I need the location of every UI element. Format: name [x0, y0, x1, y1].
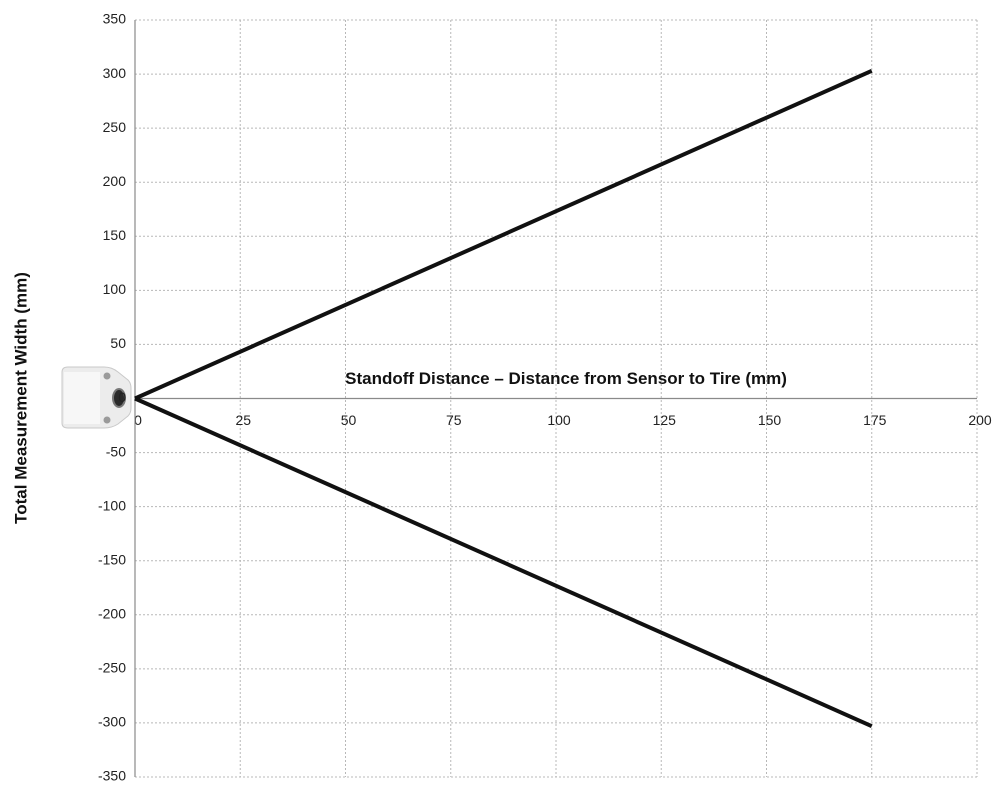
y-tick-label: 150 [103, 227, 127, 243]
x-tick-label: 125 [653, 412, 677, 428]
x-tick-label: 75 [446, 412, 462, 428]
y-tick-label: -250 [98, 660, 126, 676]
series-line [135, 399, 872, 727]
y-tick-label: -350 [98, 768, 126, 784]
chart: Total Measurement Width (mm) -350 -300 -25… [0, 0, 995, 789]
y-tick-label: 0 [118, 389, 126, 405]
series-line [135, 71, 872, 399]
x-tick-label: 100 [547, 412, 571, 428]
x-tick-label: 175 [863, 412, 887, 428]
x-tick-label: 200 [968, 412, 992, 428]
y-axis-title: Total Measurement Width (mm) [11, 272, 30, 524]
y-tick-label: 200 [103, 173, 127, 189]
y-tick-label: 50 [110, 335, 126, 351]
x-axis-title: Standoff Distance – Distance from Sensor… [345, 369, 787, 388]
y-tick-label: -300 [98, 714, 126, 730]
y-tick-label: -150 [98, 551, 126, 567]
y-tick-label: -50 [106, 443, 126, 459]
y-tick-label: 350 [103, 11, 127, 27]
x-tick-label: 50 [341, 412, 357, 428]
y-tick-label: -200 [98, 605, 126, 621]
sensor-hole [104, 373, 111, 380]
x-tick-label: 150 [758, 412, 782, 428]
y-tick-label: 300 [103, 65, 127, 81]
y-tick-label: 100 [103, 281, 127, 297]
sensor-face [64, 372, 100, 424]
sensor-hole [104, 417, 111, 424]
y-tick-label: 250 [103, 119, 127, 135]
x-tick-label: 25 [235, 412, 251, 428]
y-tick-label: -100 [98, 497, 126, 513]
